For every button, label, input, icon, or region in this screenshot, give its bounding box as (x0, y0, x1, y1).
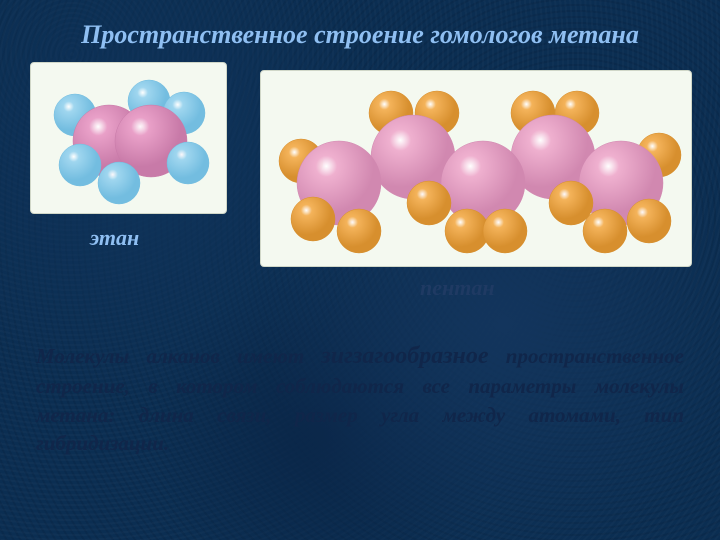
slide-title: Пространственное строение гомологов мета… (0, 20, 720, 50)
molecule-svg-pentane (261, 71, 691, 266)
molecule-label-pentane: пентан (420, 275, 495, 301)
molecule-label-ethane: этан (90, 225, 139, 251)
molecule-panel-pentane (260, 70, 692, 267)
body-paragraph: Молекулы алканов имеют зигзагообразное п… (36, 340, 684, 457)
molecule-panel-ethane (30, 62, 227, 214)
molecule-svg-ethane (31, 63, 226, 213)
body-pre: Молекулы алканов имеют (36, 344, 321, 368)
slide-root: Пространственное строение гомологов мета… (0, 0, 720, 540)
body-emphasis: зигзагообразное (321, 343, 488, 369)
